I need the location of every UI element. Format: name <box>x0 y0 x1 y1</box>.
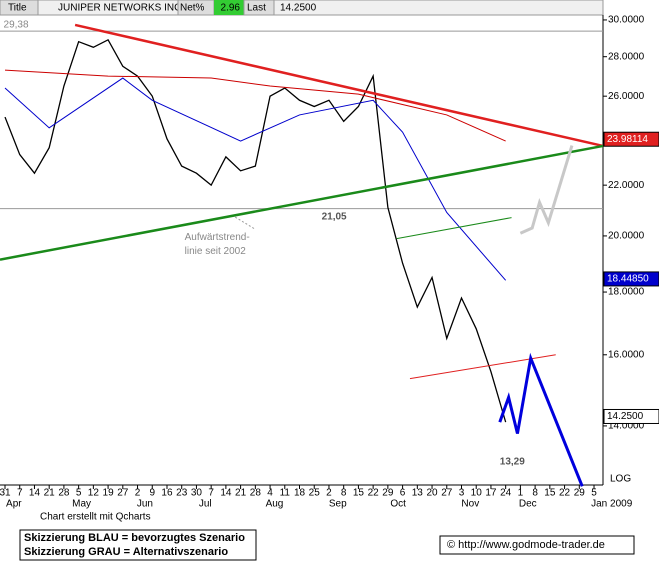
x-tick-label: 5 <box>591 488 597 499</box>
x-tick-label: 15 <box>353 488 365 499</box>
price-line <box>396 217 512 240</box>
y-tick-label: 28.0000 <box>608 51 645 62</box>
y-tick-label: 30.0000 <box>608 15 645 26</box>
x-tick-label: 28 <box>58 488 70 499</box>
y-tick-label: 16.0000 <box>608 349 645 360</box>
x-tick-label: 5 <box>76 488 82 499</box>
copyright: © http://www.godmode-trader.de <box>447 539 605 551</box>
x-tick-label: 16 <box>161 488 173 499</box>
x-tick-label: 8 <box>532 488 538 499</box>
note-text: Aufwärtstrend- <box>185 232 250 243</box>
copyright-box <box>439 535 635 555</box>
x-tick-label: 7 <box>17 488 23 499</box>
price-line <box>498 352 584 487</box>
month-label: Dec <box>519 499 537 510</box>
x-tick-label: 15 <box>544 488 556 499</box>
price-line <box>519 145 574 235</box>
y-tick-label: 20.0000 <box>608 231 645 242</box>
header-cell <box>243 0 275 16</box>
annotation: 13,29 <box>500 456 525 467</box>
price-line <box>4 77 507 281</box>
price-line <box>4 38 507 423</box>
x-tick-label: 21 <box>235 488 247 499</box>
price-line <box>0 144 604 261</box>
x-tick-label: 7 <box>208 488 214 499</box>
y-tick-label: 26.0000 <box>608 91 645 102</box>
x-tick-label: 27 <box>117 488 129 499</box>
header-label: Title <box>8 3 27 14</box>
header-label: Net% <box>180 3 205 14</box>
x-tick-label: 12 <box>88 488 100 499</box>
x-tick-label: 14 <box>220 488 232 499</box>
note-text: linie seit 2002 <box>185 246 247 257</box>
x-tick-label: 6 <box>400 488 406 499</box>
header-last: 14.2500 <box>280 3 317 14</box>
month-label: Jan 2009 <box>591 499 633 510</box>
header-net: 2.96 <box>221 3 241 14</box>
annotation: 29,38 <box>4 20 29 31</box>
x-tick-label: 2 <box>135 488 141 499</box>
legend-box <box>19 529 257 561</box>
x-tick-label: 20 <box>426 488 438 499</box>
y-tick-label: 14.0000 <box>608 421 645 432</box>
price-label: 14.2500 <box>607 411 644 422</box>
y-tick-label: 22.0000 <box>608 180 645 191</box>
price-label: 18.44850 <box>607 274 649 285</box>
x-tick-label: 21 <box>44 488 56 499</box>
x-tick-label: 27 <box>441 488 453 499</box>
x-tick-label: 29 <box>574 488 586 499</box>
header-cell <box>0 0 39 16</box>
month-label: Sep <box>329 499 347 510</box>
x-tick-label: 29 <box>382 488 394 499</box>
x-tick-label: 1 <box>518 488 524 499</box>
x-tick-label: 23 <box>176 488 188 499</box>
x-tick-label: 22 <box>368 488 380 499</box>
month-label: Jul <box>199 499 212 510</box>
x-tick-label: 10 <box>471 488 483 499</box>
month-label: Apr <box>6 499 22 510</box>
x-tick-label: 8 <box>341 488 347 499</box>
x-tick-label: 18 <box>294 488 306 499</box>
x-tick-label: 17 <box>485 488 497 499</box>
x-tick-label: 19 <box>103 488 115 499</box>
x-tick-label: 25 <box>309 488 321 499</box>
header-bar <box>0 0 604 16</box>
month-label: Jun <box>137 499 153 510</box>
header-title: JUNIPER NETWORKS INC <box>58 3 181 14</box>
month-label: Oct <box>390 499 406 510</box>
month-label: Aug <box>266 499 284 510</box>
x-tick-label: 28 <box>250 488 262 499</box>
x-tick-label: 3 <box>459 488 465 499</box>
price-line <box>4 69 506 142</box>
annotation: 21,05 <box>322 211 347 222</box>
credit: Chart erstellt mit Qcharts <box>40 512 151 523</box>
scale-label: LOG <box>610 474 631 485</box>
note-pointer <box>231 214 256 230</box>
header-cell <box>214 0 244 15</box>
price-line <box>74 23 604 148</box>
x-tick-label: 14 <box>29 488 41 499</box>
price-label-box <box>603 131 659 147</box>
x-tick-label: 2 <box>326 488 332 499</box>
x-tick-label: 11 <box>280 488 291 499</box>
price-label-box <box>603 408 659 424</box>
legend-text: Skizzierung BLAU = bevorzugtes Szenario <box>24 532 245 544</box>
header-label: Last <box>247 3 266 14</box>
x-tick-label: 13 <box>412 488 424 499</box>
price-label-box <box>603 271 659 287</box>
x-tick-label: 24 <box>500 488 512 499</box>
y-tick-label: 18.0000 <box>608 287 645 298</box>
price-label: 23.98114 <box>607 134 648 145</box>
x-tick-label: 9 <box>149 488 155 499</box>
x-tick-label: 4 <box>267 488 273 499</box>
x-tick-label: 30 <box>191 488 203 499</box>
x-tick-label: 31 <box>0 488 11 499</box>
month-label: May <box>72 499 91 510</box>
month-label: Nov <box>461 499 479 510</box>
x-tick-label: 22 <box>559 488 571 499</box>
legend-text: Skizzierung GRAU = Alternativszenario <box>24 546 228 558</box>
